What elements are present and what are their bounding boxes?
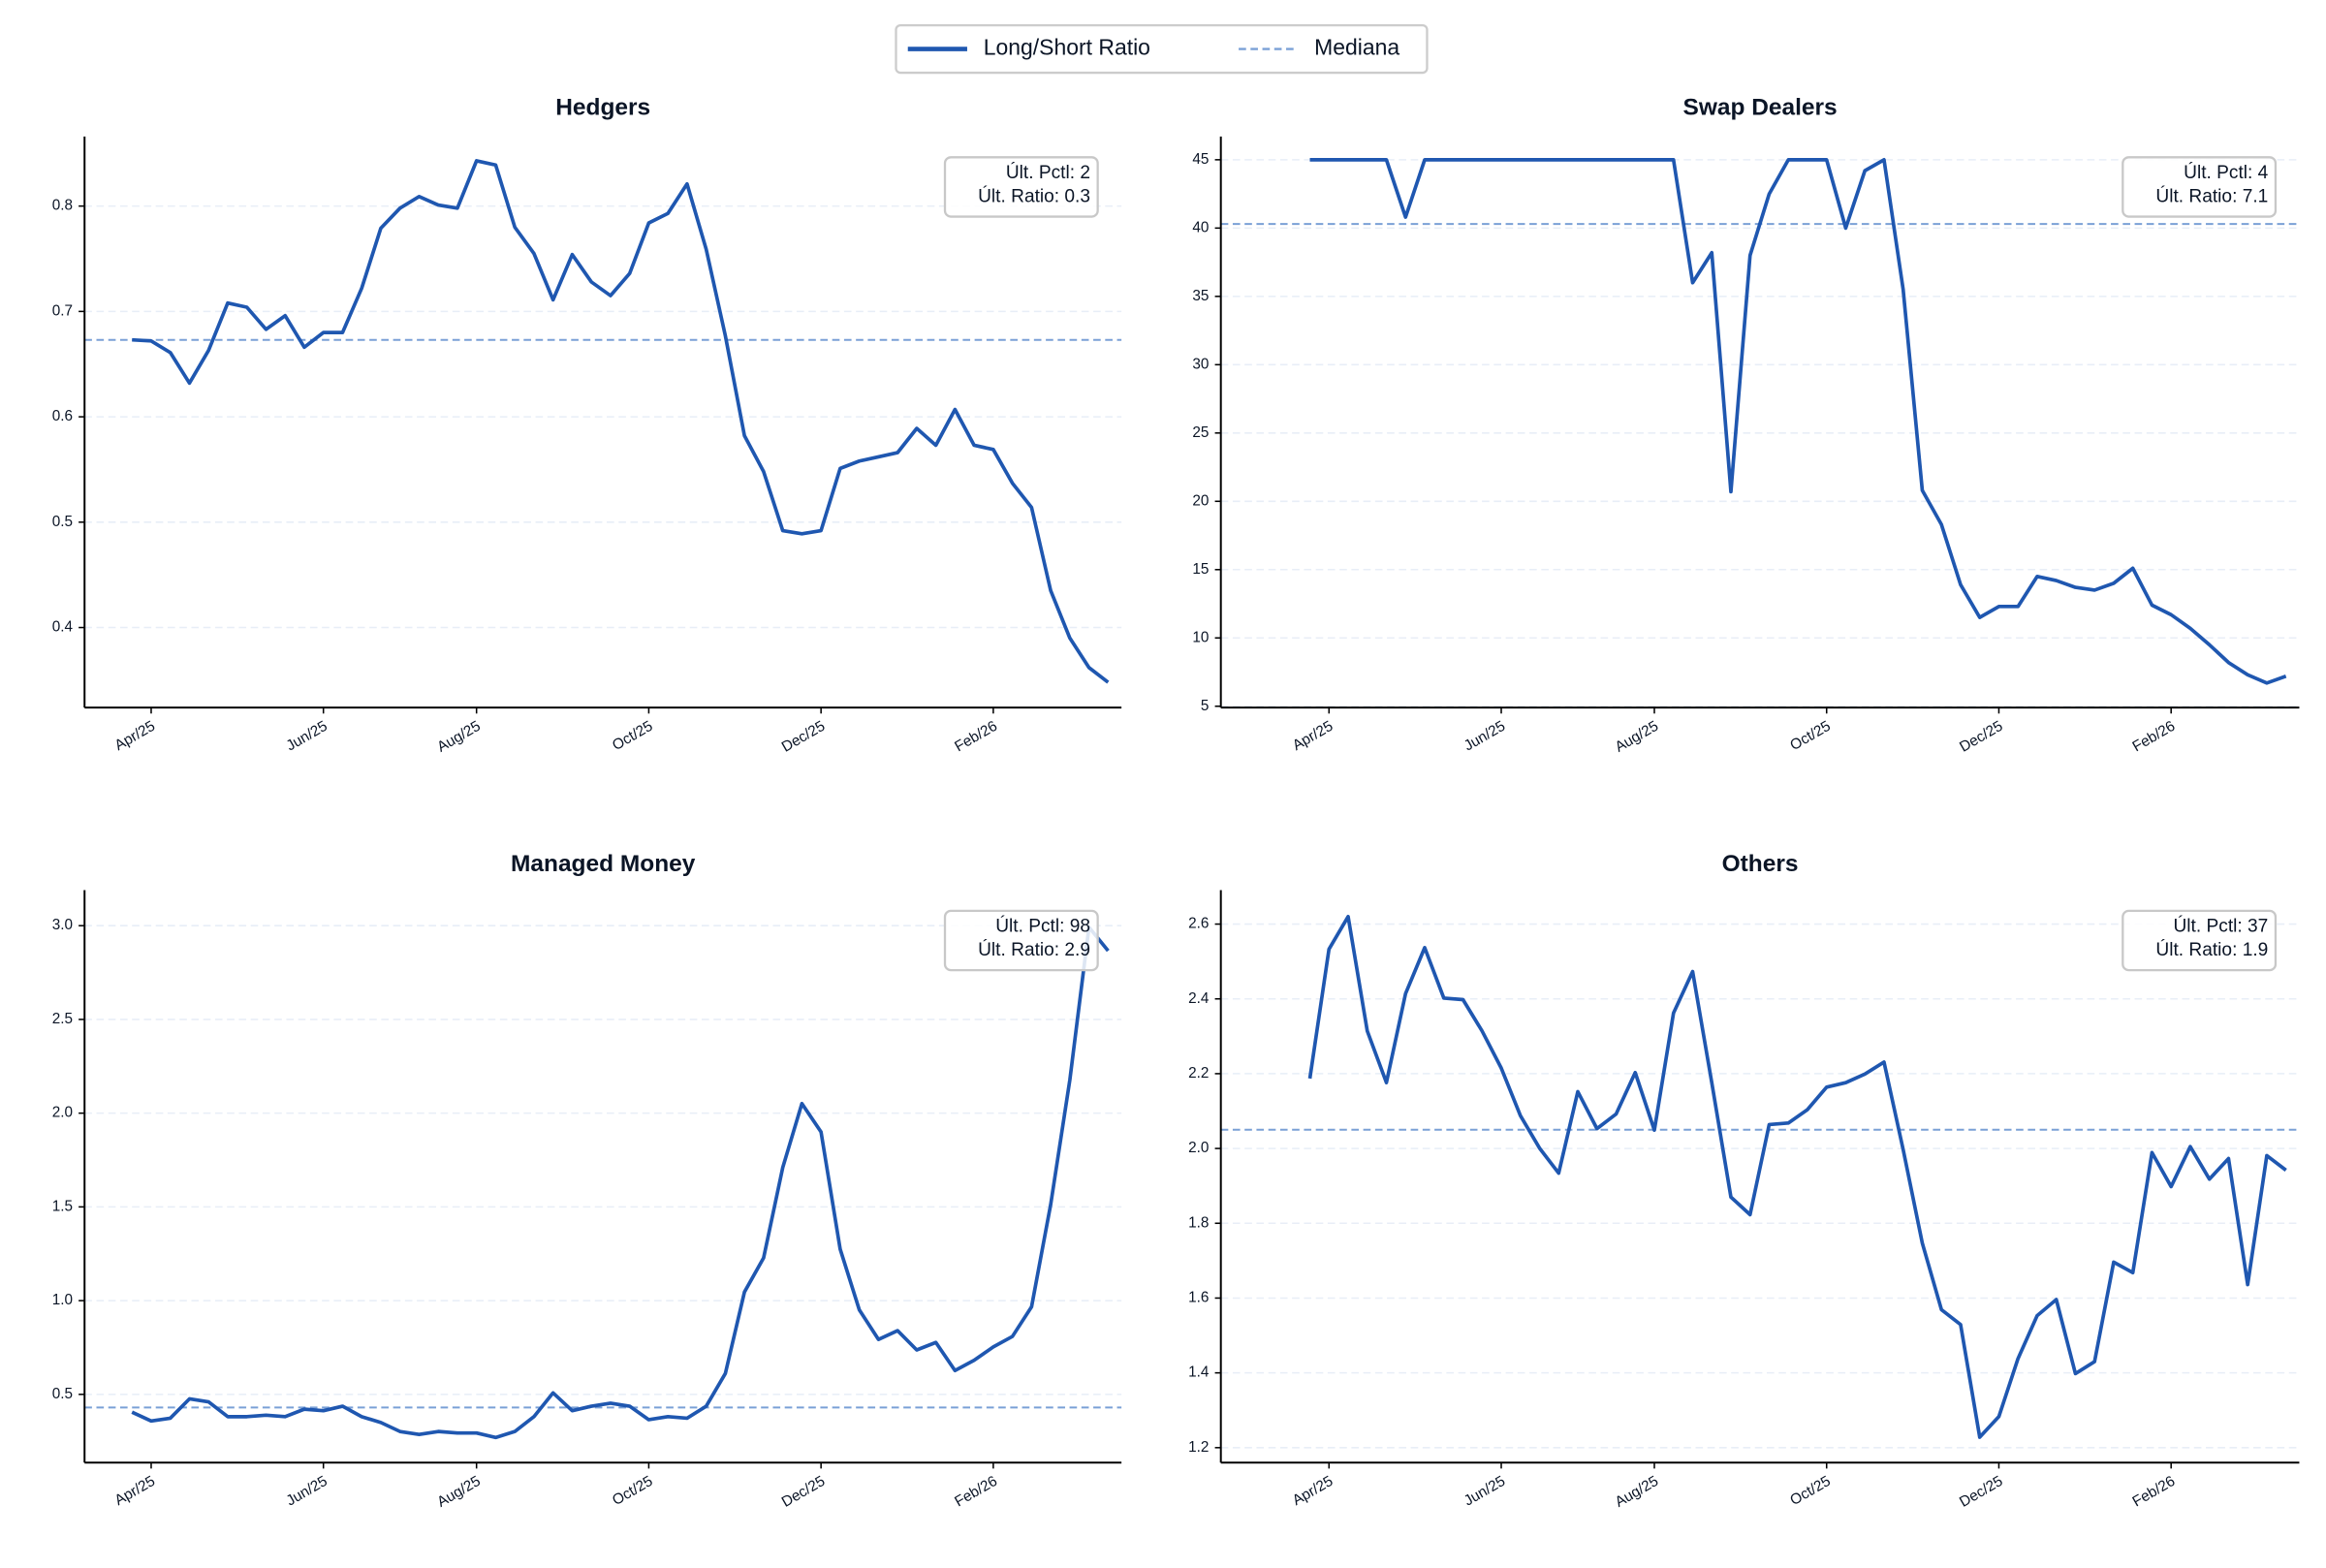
- data-line: [1307, 914, 2287, 1439]
- annotation: Últ. Ratio: 7.1: [2155, 186, 2268, 207]
- y-tick-label: 0.5: [52, 1386, 73, 1402]
- data-line: [132, 159, 1110, 684]
- y-tick-label: 2.0: [1188, 1140, 1209, 1156]
- y-tick-label: 0.7: [52, 302, 73, 319]
- chart-title: Swap Dealers: [1683, 94, 1838, 120]
- annotation: Últ. Ratio: 1.9: [2155, 939, 2268, 960]
- y-tick-label: 15: [1192, 561, 1209, 578]
- y-tick-label: 0.5: [52, 514, 73, 530]
- y-tick-label: 5: [1201, 698, 1210, 714]
- x-tick-label: Dec/25: [1957, 1473, 2005, 1511]
- x-tick-label: Dec/25: [1957, 718, 2005, 756]
- y-tick-label: 0.6: [52, 408, 73, 424]
- y-tick-label: 1.8: [1188, 1214, 1209, 1231]
- x-tick-label: Aug/25: [1613, 718, 1661, 756]
- x-tick-label: Feb/26: [952, 718, 1000, 756]
- x-tick-label: Apr/25: [1290, 718, 1336, 754]
- y-tick-label: 3.0: [52, 917, 73, 933]
- x-tick-label: Jun/25: [1462, 718, 1508, 755]
- y-tick-label: 30: [1192, 356, 1209, 372]
- chart-title: Others: [1722, 851, 1799, 877]
- y-tick-label: 2.0: [52, 1105, 73, 1121]
- legend-label: Long/Short Ratio: [984, 35, 1150, 60]
- y-tick-label: 1.4: [1188, 1364, 1210, 1381]
- annotation: Últ. Pctl: 2: [1006, 162, 1090, 183]
- annotation-box: [943, 909, 1099, 972]
- chart-title: Hedgers: [555, 94, 650, 120]
- legend-label: Mediana: [1314, 35, 1399, 60]
- y-tick-label: 1.2: [1188, 1439, 1209, 1456]
- annotation: Últ. Pctl: 4: [2184, 162, 2269, 183]
- x-tick-label: Apr/25: [112, 1473, 159, 1509]
- x-tick-label: Oct/25: [1787, 718, 1834, 754]
- x-tick-label: Aug/25: [434, 718, 483, 756]
- annotation-box: [2122, 156, 2278, 218]
- y-tick-label: 25: [1192, 424, 1209, 441]
- y-tick-label: 35: [1192, 288, 1209, 304]
- y-tick-label: 40: [1192, 219, 1209, 235]
- annotation: Últ. Ratio: 0.3: [978, 186, 1090, 207]
- y-tick-label: 1.5: [52, 1198, 73, 1214]
- legend-box: [895, 23, 1429, 75]
- y-tick-label: 1.6: [1188, 1290, 1209, 1306]
- x-tick-label: Oct/25: [610, 718, 656, 754]
- x-tick-label: Jun/25: [1462, 1473, 1508, 1510]
- x-tick-label: Oct/25: [1787, 1473, 1834, 1509]
- annotation: Últ. Pctl: 98: [995, 916, 1090, 937]
- x-tick-label: Aug/25: [434, 1473, 483, 1511]
- y-tick-label: 20: [1192, 492, 1209, 509]
- data-line: [1309, 158, 2287, 685]
- x-tick-label: Dec/25: [779, 718, 828, 756]
- x-tick-label: Jun/25: [284, 1473, 330, 1510]
- x-tick-label: Apr/25: [1290, 1473, 1336, 1509]
- y-tick-label: 2.2: [1188, 1065, 1209, 1082]
- y-tick-label: 1.0: [52, 1292, 73, 1308]
- y-tick-label: 2.5: [52, 1011, 73, 1027]
- annotation: Últ. Ratio: 2.9: [978, 939, 1090, 960]
- x-tick-label: Feb/26: [952, 1473, 1000, 1511]
- y-tick-label: 0.8: [52, 198, 73, 214]
- y-tick-label: 2.4: [1188, 990, 1210, 1007]
- annotation: Últ. Pctl: 37: [2174, 916, 2269, 937]
- x-tick-label: Oct/25: [610, 1473, 656, 1509]
- chart-title: Managed Money: [511, 851, 696, 877]
- x-tick-label: Jun/25: [284, 718, 330, 755]
- y-tick-label: 45: [1192, 151, 1209, 168]
- y-tick-label: 2.6: [1188, 916, 1209, 932]
- annotation-box: [2122, 909, 2278, 972]
- data-line: [131, 925, 1110, 1440]
- y-tick-label: 10: [1192, 629, 1209, 645]
- x-tick-label: Dec/25: [779, 1473, 828, 1511]
- x-tick-label: Feb/26: [2130, 718, 2179, 756]
- x-tick-label: Apr/25: [112, 718, 159, 754]
- x-tick-label: Feb/26: [2130, 1473, 2179, 1511]
- y-tick-label: 0.4: [52, 619, 74, 636]
- annotation-box: [943, 156, 1099, 218]
- x-tick-label: Aug/25: [1613, 1473, 1661, 1511]
